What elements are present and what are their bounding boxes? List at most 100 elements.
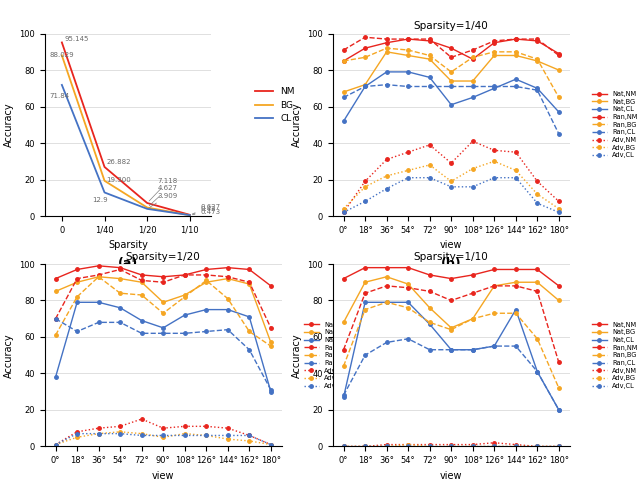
Nat,NM [340, 58, 348, 64]
Ran,NM [490, 38, 498, 44]
Nat,NM [512, 36, 520, 42]
Y-axis label: Accuracy: Accuracy [4, 103, 14, 147]
Adv,NM [404, 442, 412, 447]
Nat,NM [534, 266, 541, 272]
Ran,CL [490, 84, 498, 89]
Line: NM: NM [62, 42, 190, 215]
Adv,NM [383, 442, 390, 447]
Ran,BG [404, 305, 412, 311]
Ran,CL [426, 347, 433, 353]
Adv,CL [361, 444, 369, 449]
Adv,CL [426, 175, 433, 180]
Ran,NM [469, 290, 477, 296]
Adv,CL [181, 432, 189, 438]
Line: Nat,NM: Nat,NM [342, 37, 561, 63]
Nat,CL [447, 347, 455, 353]
Ran,CL [95, 320, 102, 325]
Adv,NM [246, 432, 253, 438]
Nat,BG [246, 281, 253, 287]
Adv,BG [534, 191, 541, 197]
Adv,BG [116, 429, 124, 435]
Ran,BG [512, 49, 520, 55]
Ran,NM [52, 316, 60, 322]
Adv,NM [426, 142, 433, 148]
Adv,BG [555, 444, 563, 449]
Ran,CL [512, 84, 520, 89]
Nat,CL [490, 343, 498, 349]
Ran,CL [534, 87, 541, 93]
Adv,BG [361, 444, 369, 449]
Ran,BG [181, 294, 189, 300]
Ran,NM [361, 35, 369, 40]
Nat,CL [512, 307, 520, 312]
Adv,NM [447, 442, 455, 447]
Adv,CL [383, 186, 390, 192]
Nat,CL [426, 321, 433, 327]
Ran,CL [52, 316, 60, 322]
Nat,NM [426, 272, 433, 278]
Y-axis label: Accuracy: Accuracy [292, 333, 302, 377]
Ran,BG [469, 316, 477, 322]
Ran,CL [383, 339, 390, 345]
Ran,CL [73, 329, 81, 335]
Adv,NM [138, 416, 145, 422]
NM [58, 39, 66, 45]
Line: Adv,NM: Adv,NM [342, 441, 561, 448]
Ran,NM [534, 36, 541, 42]
Nat,BG [159, 300, 167, 305]
Ran,NM [202, 272, 210, 278]
Nat,BG [404, 53, 412, 59]
CL [100, 190, 108, 195]
Ran,BG [246, 329, 253, 335]
Adv,BG [95, 431, 102, 436]
Nat,CL [404, 300, 412, 305]
Ran,CL [159, 330, 167, 336]
Adv,NM [555, 199, 563, 204]
Adv,BG [138, 431, 145, 436]
Nat,NM [361, 45, 369, 51]
Ran,NM [138, 277, 145, 283]
Nat,NM [534, 38, 541, 44]
Nat,CL [95, 300, 102, 305]
Adv,BG [383, 444, 390, 449]
Ran,CL [340, 393, 348, 398]
Nat,BG [512, 53, 520, 59]
Adv,CL [490, 444, 498, 449]
Line: Adv,NM: Adv,NM [342, 140, 561, 214]
Ran,BG [340, 58, 348, 64]
Adv,CL [426, 444, 433, 449]
Nat,NM [181, 272, 189, 278]
Adv,NM [447, 160, 455, 166]
Adv,BG [383, 173, 390, 179]
Adv,CL [404, 444, 412, 449]
Ran,NM [447, 298, 455, 303]
Nat,NM [361, 265, 369, 271]
Ran,BG [534, 56, 541, 62]
Adv,NM [181, 423, 189, 429]
BG [58, 52, 66, 58]
Nat,BG [426, 305, 433, 311]
Adv,NM [267, 442, 275, 447]
Nat,NM [52, 276, 60, 281]
Line: Ran,BG: Ran,BG [54, 275, 273, 348]
BG [143, 204, 151, 210]
Adv,NM [340, 444, 348, 449]
Ran,CL [404, 336, 412, 342]
Text: (b): (b) [441, 257, 461, 270]
Nat,CL [361, 84, 369, 89]
Nat,CL [340, 118, 348, 124]
Nat,BG [447, 325, 455, 331]
Adv,BG [555, 206, 563, 212]
Nat,CL [383, 69, 390, 75]
Adv,BG [361, 184, 369, 190]
Ran,BG [490, 311, 498, 316]
Adv,NM [490, 440, 498, 445]
Y-axis label: Accuracy: Accuracy [4, 333, 14, 377]
Ran,BG [555, 95, 563, 100]
Ran,BG [361, 307, 369, 312]
Ran,CL [202, 329, 210, 335]
Ran,NM [73, 276, 81, 281]
X-axis label: view: view [440, 240, 463, 250]
Ran,BG [447, 69, 455, 75]
Nat,NM [340, 276, 348, 281]
